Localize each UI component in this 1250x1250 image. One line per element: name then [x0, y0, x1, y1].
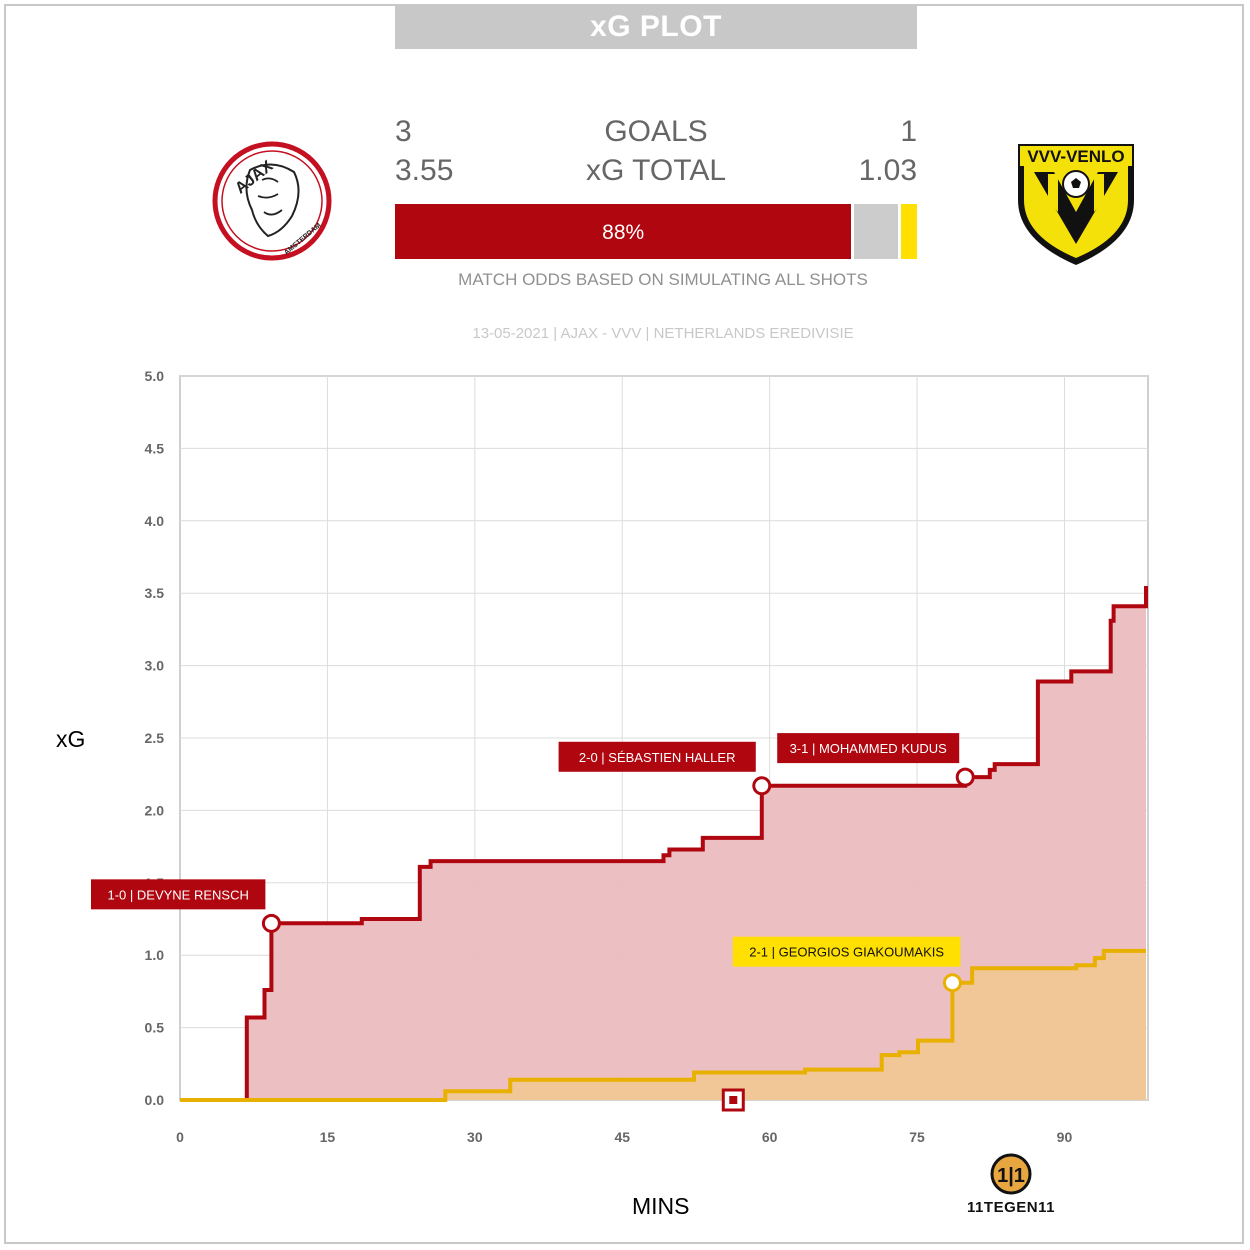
- red-card-marker-inner: [729, 1096, 738, 1104]
- away-xg-area: [180, 950, 1146, 1100]
- goal-label-box: [90, 879, 266, 910]
- away-xg-line: [180, 948, 1146, 1102]
- away-goals: 1: [900, 115, 917, 148]
- away-team-crest: VVV-VENLO: [1018, 144, 1134, 265]
- x-tick-label: 15: [320, 1129, 336, 1145]
- home-xg-total: 3.55: [395, 154, 454, 187]
- page-title: xG PLOT: [395, 5, 917, 49]
- y-tick-label: 1.0: [145, 947, 165, 963]
- x-tick-label: 75: [909, 1129, 925, 1145]
- match-info: 13-05-2021 | AJAX - VVV | NETHERLANDS ER…: [472, 325, 854, 342]
- goals-row: 3 GOALS 1: [395, 114, 917, 150]
- goals-label: GOALS: [604, 115, 708, 148]
- y-tick-label: 2.0: [145, 802, 165, 818]
- goal-label: 3-1 | MOHAMMED KUDUS: [790, 741, 948, 756]
- goal-label-box: [558, 741, 756, 772]
- goal-annotation: 2-0 | SÉBASTIEN HALLER: [558, 741, 772, 796]
- x-tick-label: 60: [762, 1129, 778, 1145]
- goal-label: 1-0 | DEVYNE RENSCH: [108, 887, 249, 902]
- y-tick-label: 2.5: [145, 730, 165, 746]
- match-odds-bar: 88%: [395, 204, 917, 259]
- home-win-odds-segment: [395, 204, 852, 259]
- chart-markers: 1-0 | DEVYNE RENSCH 2-0 | SÉBASTIEN HALLE…: [90, 733, 975, 1112]
- goal-label: 2-1 | GEORGIOS GIAKOUMAKIS: [749, 945, 944, 960]
- goal-annotation: 3-1 | MOHAMMED KUDUS: [777, 733, 975, 787]
- x-tick-label: 30: [467, 1129, 483, 1145]
- draw-odds-segment: [854, 204, 899, 259]
- xg-total-label: xG TOTAL: [585, 154, 727, 187]
- x-tick-label: 90: [1057, 1129, 1073, 1145]
- goal-label-box: [732, 936, 961, 967]
- goal-label: 2-0 | SÉBASTIEN HALLER: [579, 750, 736, 765]
- y-tick-label: 4.5: [145, 440, 165, 456]
- svg-text:1|1: 1|1: [997, 1165, 1025, 1187]
- home-team-crest: AJAX AMSTERDAM: [212, 141, 332, 261]
- goal-annotation: 1-0 | DEVYNE RENSCH: [90, 879, 281, 933]
- y-tick-label: 0.5: [145, 1020, 165, 1036]
- x-tick-label: 45: [614, 1129, 630, 1145]
- xg-total-row: 3.55 xG TOTAL 1.03: [395, 153, 917, 189]
- brand-logo: 1|1 11TEGEN11: [967, 1153, 1055, 1216]
- y-tick-label: 4.0: [145, 513, 165, 529]
- away-xg-total: 1.03: [858, 154, 917, 187]
- goal-label-box: [777, 733, 960, 764]
- y-tick-label: 3.5: [145, 585, 165, 601]
- x-tick-label: 0: [176, 1129, 184, 1145]
- brand-text: 11TEGEN11: [967, 1199, 1055, 1216]
- y-tick-label: 3.0: [145, 658, 165, 674]
- goal-annotation: 2-1 | GEORGIOS GIAKOUMAKIS: [732, 936, 962, 993]
- home-goals: 3: [395, 115, 412, 148]
- goal-marker: [261, 913, 281, 933]
- away-crest-text: VVV-VENLO: [1027, 147, 1124, 166]
- goal-marker: [752, 776, 772, 796]
- y-tick-label: 0.0: [145, 1092, 165, 1108]
- home-xg-area: [180, 586, 1146, 1100]
- x-axis-title: MINS: [632, 1193, 690, 1219]
- goal-marker: [955, 767, 975, 787]
- odds-caption: MATCH ODDS BASED ON SIMULATING ALL SHOTS: [458, 270, 868, 289]
- goal-marker: [942, 973, 962, 993]
- home-win-odds-label: 88%: [602, 221, 645, 244]
- chart-areas: [180, 586, 1146, 1100]
- away-win-odds-segment: [901, 204, 917, 259]
- y-tick-label: 5.0: [145, 368, 165, 384]
- y-axis-title: xG: [56, 726, 86, 752]
